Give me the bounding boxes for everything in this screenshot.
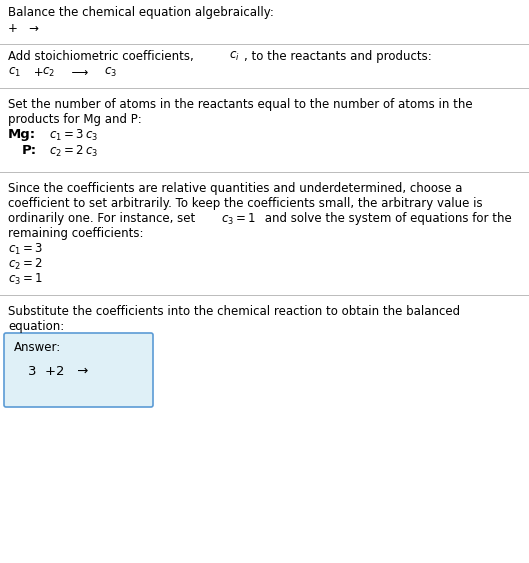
Text: equation:: equation: bbox=[8, 320, 64, 333]
Text: ordinarily one. For instance, set: ordinarily one. For instance, set bbox=[8, 212, 199, 225]
Text: Add stoichiometric coefficients,: Add stoichiometric coefficients, bbox=[8, 50, 197, 63]
Text: Since the coefficients are relative quantities and underdetermined, choose a: Since the coefficients are relative quan… bbox=[8, 182, 462, 195]
Text: $c_2 = 2$: $c_2 = 2$ bbox=[8, 257, 43, 272]
Text: Balance the chemical equation algebraically:: Balance the chemical equation algebraica… bbox=[8, 6, 274, 19]
Text: +: + bbox=[30, 66, 43, 79]
FancyBboxPatch shape bbox=[4, 333, 153, 407]
Text: Mg:: Mg: bbox=[8, 128, 36, 141]
Text: $c_1$: $c_1$ bbox=[8, 66, 21, 79]
Text: , to the reactants and products:: , to the reactants and products: bbox=[244, 50, 432, 63]
Text: $c_3$: $c_3$ bbox=[104, 66, 117, 79]
Text: ⟶: ⟶ bbox=[64, 66, 96, 79]
Text: $c_2 = 2\,c_3$: $c_2 = 2\,c_3$ bbox=[42, 144, 98, 159]
Text: $c_3 = 1$: $c_3 = 1$ bbox=[8, 272, 43, 287]
Text: Set the number of atoms in the reactants equal to the number of atoms in the: Set the number of atoms in the reactants… bbox=[8, 98, 472, 111]
Text: and solve the system of equations for the: and solve the system of equations for th… bbox=[261, 212, 512, 225]
Text: $c_1 = 3\,c_3$: $c_1 = 3\,c_3$ bbox=[42, 128, 98, 143]
Text: products for Mg and P:: products for Mg and P: bbox=[8, 113, 142, 126]
Text: $c_i$: $c_i$ bbox=[229, 50, 240, 63]
Text: 3  +2   →: 3 +2 → bbox=[28, 365, 88, 378]
Text: Substitute the coefficients into the chemical reaction to obtain the balanced: Substitute the coefficients into the che… bbox=[8, 305, 460, 318]
Text: +   →: + → bbox=[8, 22, 39, 35]
Text: $c_1 = 3$: $c_1 = 3$ bbox=[8, 242, 43, 257]
Text: coefficient to set arbitrarily. To keep the coefficients small, the arbitrary va: coefficient to set arbitrarily. To keep … bbox=[8, 197, 482, 210]
Text: remaining coefficients:: remaining coefficients: bbox=[8, 227, 143, 240]
Text: $c_2$: $c_2$ bbox=[42, 66, 55, 79]
Text: Answer:: Answer: bbox=[14, 341, 61, 354]
Text: P:: P: bbox=[22, 144, 37, 157]
Text: $c_3 = 1$: $c_3 = 1$ bbox=[221, 212, 256, 227]
